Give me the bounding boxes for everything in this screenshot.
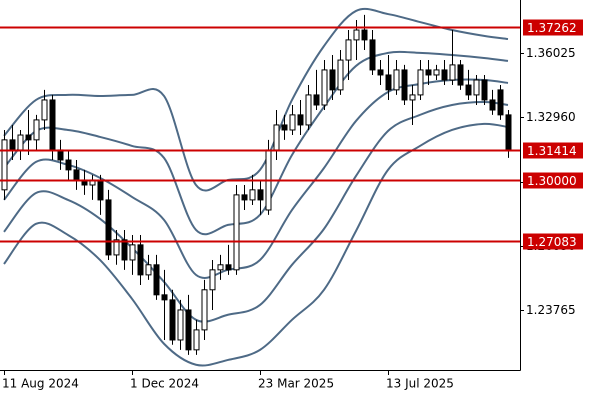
candle-body [377,69,384,76]
candle-body [193,329,200,351]
candle-body [129,244,136,261]
candle-body [65,159,72,171]
level-label-box [523,142,583,159]
candle-body [281,124,288,131]
x-tick-label: 1 Dec 2024 [130,377,199,391]
candle-body [481,79,488,101]
candle-body [97,179,104,201]
candle-body [313,94,320,106]
indicator-line [3,101,509,323]
candle-body [353,29,360,41]
y-tick-label: 1.23765 [526,303,576,317]
candle-body [225,264,232,271]
candle-body [497,89,504,116]
candle-body [25,134,32,141]
candle-body [273,124,280,151]
indicator-line [3,122,509,367]
candle-body [505,114,512,151]
level-label: 1.31414 [527,144,577,158]
x-tick-label: 23 Mar 2025 [258,377,334,391]
candle-body [473,79,480,96]
candle-body [257,189,264,201]
candle-body [433,69,440,76]
candle-body [145,264,152,276]
candle-body [113,239,120,256]
candle-body [73,169,80,181]
candle-body [121,239,128,261]
level-layer: 1.37262 1.31414 1.30000 1.27083 [0,19,583,250]
candle-body [345,39,352,61]
candle-body [1,139,8,191]
candle-body [385,74,392,91]
level-label-box [523,19,583,36]
level-label: 1.27083 [527,235,577,249]
candle-body [153,264,160,296]
candle-body [233,194,240,271]
candle-body [457,64,464,86]
candle-body [369,39,376,71]
candle-body [249,189,256,201]
level-label: 1.30000 [527,174,577,188]
candle-body [361,29,368,41]
level-label-box [523,233,583,250]
level-label: 1.37262 [527,21,577,35]
x-tick-label: 13 Jul 2025 [386,377,454,391]
candle-body [393,69,400,91]
candle-body [241,194,248,201]
candle-body [489,99,496,111]
candle-body [465,84,472,96]
candle-body [289,114,296,131]
candle-body [321,69,328,106]
candle-body [137,244,144,276]
y-tick-label: 1.32960 [526,110,576,124]
candle-body [9,139,16,151]
candle-body [305,94,312,126]
indicator-line [3,50,509,236]
candle-body [297,114,304,126]
candle-body [169,299,176,341]
candle-body [337,59,344,91]
candle-body [401,69,408,101]
candle-body [217,264,224,271]
plot-area [1,7,512,367]
candle-body [201,289,208,331]
candle-body [177,309,184,341]
candle-body [161,294,168,301]
candle-body [105,199,112,256]
indicator-line [3,7,509,192]
candle-body [409,94,416,101]
level-label-box [523,172,583,189]
candle-body [449,64,456,81]
candle-body [425,69,432,76]
x-tick-label: 11 Aug 2024 [2,377,79,391]
candle-body [33,119,40,141]
candle-body [49,99,56,151]
candle-body [329,69,336,91]
candle-body [209,269,216,291]
candle-body [41,99,48,121]
y-tick-label: 1.36025 [526,46,576,60]
candle-body [17,134,24,151]
candle-body [441,69,448,81]
candle-body [417,69,424,96]
candle-body [185,309,192,351]
